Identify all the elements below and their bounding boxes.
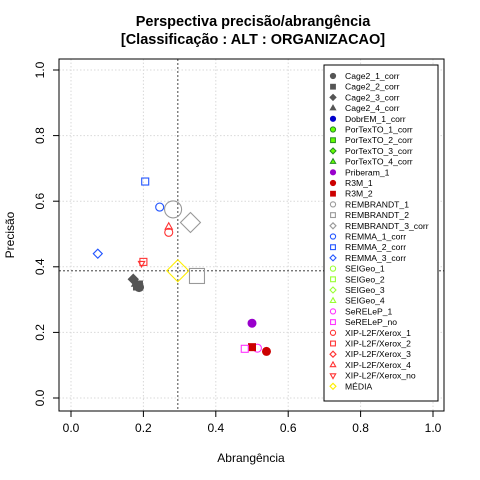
legend-label: REMBRANDT_3_corr (345, 221, 429, 231)
legend-symbol (329, 373, 337, 380)
legend-symbol (329, 296, 337, 304)
x-tick-label: 1.0 (425, 421, 442, 435)
legend-label: XIP-L2F/Xerox_4 (345, 360, 411, 370)
legend-symbol (330, 319, 336, 326)
legend-label: Priberam_1 (345, 167, 390, 177)
chart-title: Perspectiva precisão/abrangência (136, 14, 371, 30)
legend-label: REMBRANDT_1 (345, 199, 409, 209)
legend-label: XIP-L2F/Xerox_no (345, 371, 416, 381)
legend-symbol (329, 329, 337, 336)
legend-label: Cage2_3_corr (345, 92, 400, 102)
legend-label: SEIGeo_2 (345, 274, 385, 284)
point-rembrandt-2 (188, 267, 206, 285)
legend-label: XIP-L2F/Xerox_3 (345, 349, 411, 359)
legend-label: REMMA_3_corr (345, 253, 406, 263)
x-axis-label: Abrangência (217, 451, 285, 465)
x-tick-label: 0.0 (63, 421, 80, 435)
legend-label: REMBRANDT_2 (345, 210, 409, 220)
point-priberam-1 (247, 318, 257, 328)
point-xip-l2f-xerox-1 (164, 227, 174, 237)
legend-symbol (330, 276, 336, 283)
legend-label: R3M_1 (345, 178, 373, 188)
legend-symbol (329, 126, 337, 133)
legend-label: SEIGeo_1 (345, 264, 385, 274)
y-tick-label: 0.6 (33, 193, 47, 210)
point-remma-2-corr (141, 177, 150, 186)
point-rembrandt-1 (164, 200, 183, 219)
y-tick-label: 1.0 (33, 61, 47, 78)
legend-symbol (330, 212, 336, 219)
legend-label: Cage2_2_corr (345, 82, 400, 92)
point-cage2-2-corr (132, 280, 143, 291)
legend-label: XIP-L2F/Xerox_2 (345, 339, 411, 349)
legend-symbol (329, 350, 337, 358)
point-remma-3-corr (92, 248, 104, 259)
legend-label: PorTexTO_4_corr (345, 157, 413, 167)
y-tick-label: 0.0 (33, 389, 47, 406)
legend-symbol (329, 179, 337, 187)
legend-label: Cage2_1_corr (345, 71, 400, 81)
legend-label: XIP-L2F/Xerox_1 (345, 328, 411, 338)
x-tick-label: 0.2 (135, 421, 152, 435)
x-tick-label: 0.4 (207, 421, 224, 435)
chart-subtitle: [Classificação : ALT : ORGANIZACAO] (121, 32, 385, 48)
point-m-dia (166, 258, 190, 283)
legend-symbol (329, 382, 337, 391)
point-xip-l2f-xerox-no (137, 260, 146, 269)
legend-symbol (329, 360, 337, 368)
legend: Cage2_1_corrCage2_2_corrCage2_3_corrCage… (323, 64, 439, 402)
data-points (92, 177, 271, 356)
legend-symbol (329, 265, 337, 272)
y-tick-label: 0.2 (33, 324, 47, 341)
y-tick-label: 0.4 (33, 258, 47, 275)
legend-label: PorTexTO_2_corr (345, 135, 413, 145)
legend-label: SeRELeP_1 (345, 306, 393, 316)
legend-symbol (330, 244, 336, 251)
legend-label: SEIGeo_3 (345, 285, 385, 295)
legend-symbol (329, 308, 337, 315)
legend-label: Cage2_4_corr (345, 103, 400, 113)
point-r3m-1 (261, 346, 271, 356)
legend-symbol (329, 254, 337, 262)
point-serelep-no (240, 344, 249, 353)
legend-symbol (329, 169, 337, 176)
legend-symbol (329, 222, 337, 230)
point-rembrandt-3-corr (179, 211, 202, 234)
legend-label: REMMA_2_corr (345, 242, 406, 252)
legend-label: DobrEM_1_corr (345, 114, 406, 124)
point-remma-1-corr (155, 202, 165, 212)
legend-symbol (330, 137, 336, 144)
legend-symbol (329, 72, 337, 80)
legend-symbol (330, 340, 336, 347)
legend-symbol (329, 233, 337, 240)
legend-symbol (329, 115, 337, 122)
legend-symbol (329, 157, 337, 164)
axes: 0.0 0.2 0.4 0.6 0.8 1.0 0.0 0.2 0.4 0.6 0.8 1.0 (33, 61, 442, 435)
legend-label: REMMA_1_corr (345, 232, 406, 242)
legend-box (323, 64, 439, 402)
legend-label: SEIGeo_4 (345, 296, 385, 306)
y-tick-label: 0.8 (33, 127, 47, 144)
legend-symbol (329, 147, 337, 155)
legend-symbol (330, 190, 336, 197)
legend-symbol (329, 93, 337, 102)
legend-symbol (329, 286, 337, 294)
legend-label: SeRELeP_no (345, 317, 397, 327)
plot-frame (58, 58, 445, 412)
legend-label: PorTexTO_1_corr (345, 125, 413, 135)
legend-symbol (329, 104, 337, 111)
point-r3m-2 (248, 343, 256, 352)
y-axis-label: Precisão (3, 211, 17, 258)
x-tick-label: 0.6 (280, 421, 297, 435)
legend-label: PorTexTO_3_corr (345, 146, 413, 156)
legend-label: R3M_2 (345, 189, 373, 199)
point-xip-l2f-xerox-4 (164, 221, 174, 230)
x-tick-label: 0.8 (352, 421, 369, 435)
legend-symbol (329, 201, 337, 208)
legend-symbol (330, 83, 336, 90)
legend-label: MÉDIA (345, 381, 372, 391)
